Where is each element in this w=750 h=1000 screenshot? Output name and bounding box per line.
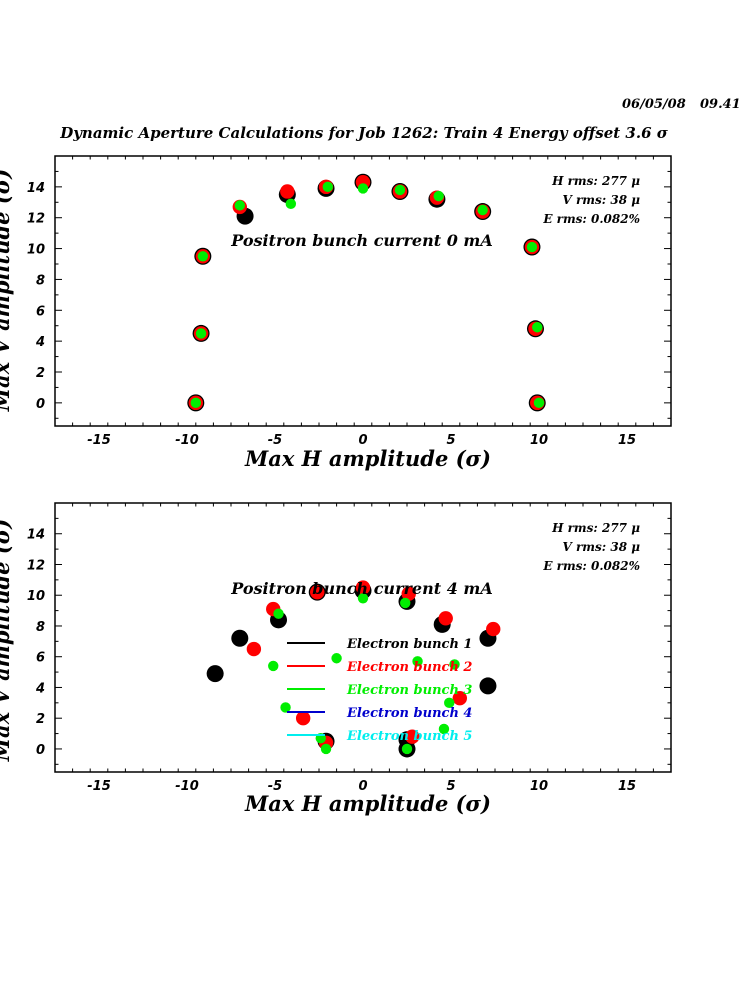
- data-point-electron-bunch-2: [405, 729, 420, 744]
- data-point-electron-bunch-2: [280, 184, 295, 199]
- data-point-electron-bunch-3: [320, 743, 332, 755]
- data-point-electron-bunch-3: [477, 204, 488, 216]
- chart-panel-1: -15 -10 -5 0 5 10 15 0 2 4 6 8 10 12 14 Max H amplitude…: [0, 155, 672, 471]
- y-tick-label: 10: [27, 243, 45, 258]
- x-tick-label: -10: [175, 779, 199, 794]
- data-point-electron-bunch-3: [394, 184, 406, 196]
- y-axis-title: Max V amplitude (σ): [0, 169, 14, 412]
- data-point-electron-bunch-3: [280, 702, 291, 713]
- y-tick-label: 6: [36, 304, 45, 319]
- rms-stat: V rms: 38 μ: [562, 540, 640, 554]
- data-point-electron-bunch-3: [438, 723, 450, 735]
- x-tick-label: 10: [530, 433, 548, 448]
- x-tick-label: -15: [87, 433, 111, 448]
- data-point-electron-bunch-3: [433, 190, 444, 202]
- data-point-electron-bunch-3: [533, 397, 545, 409]
- legend-label: Electron bunch 3: [346, 683, 472, 698]
- legend-label: Electron bunch 1: [346, 637, 472, 652]
- x-axis-title: Max H amplitude (σ): [244, 446, 491, 471]
- y-tick-label: 8: [36, 620, 45, 635]
- data-point-electron-bunch-3: [197, 251, 209, 262]
- chart-subtitle: Positron bunch current 0 mA: [230, 231, 493, 250]
- header-date: 06/05/08: [622, 97, 686, 112]
- data-points: [187, 173, 546, 412]
- x-tick-label: 10: [530, 779, 548, 794]
- data-point-electron-bunch-3: [234, 200, 245, 211]
- y-tick-label: 12: [27, 558, 45, 573]
- y-tick-label: 8: [36, 273, 45, 288]
- data-point-electron-bunch-3: [331, 653, 342, 664]
- x-tick-label: 15: [618, 433, 636, 448]
- legend-label: Electron bunch 4: [346, 706, 472, 721]
- y-tick-label: 10: [27, 589, 45, 604]
- header-time: 09.41: [700, 97, 741, 112]
- y-tick-label: 14: [27, 528, 45, 543]
- data-point-electron-bunch-3: [190, 397, 201, 409]
- data-point-electron-bunch-3: [273, 608, 284, 619]
- x-tick-label: 5: [446, 433, 455, 448]
- rms-stat: V rms: 38 μ: [562, 193, 640, 207]
- y-tick-label: 4: [35, 681, 45, 696]
- data-point-electron-bunch-1: [479, 677, 497, 695]
- y-tick-label: 14: [27, 181, 45, 196]
- x-tick-label: 15: [618, 779, 636, 794]
- data-point-electron-bunch-3: [401, 743, 413, 755]
- data-point-electron-bunch-2: [310, 584, 325, 600]
- y-axis-title: Max V amplitude (σ): [0, 519, 14, 762]
- y-tick-label: 6: [36, 651, 45, 666]
- rms-stat: H rms: 277 μ: [551, 174, 640, 188]
- x-tick-label: -5: [268, 779, 282, 794]
- data-point-electron-bunch-3: [285, 198, 297, 210]
- x-tick-label: 0: [358, 433, 367, 448]
- data-point-electron-bunch-2: [486, 621, 501, 637]
- x-tick-label: -15: [87, 779, 111, 794]
- y-tick-label: 0: [36, 743, 45, 758]
- x-tick-label: -5: [268, 433, 282, 448]
- x-tick-label: 0: [358, 779, 367, 794]
- data-point-electron-bunch-3: [400, 597, 411, 609]
- plot-frame: [54, 502, 672, 773]
- data-point-electron-bunch-2: [355, 580, 371, 595]
- data-point-electron-bunch-3: [444, 697, 455, 709]
- data-point-electron-bunch-3: [532, 322, 543, 333]
- rms-stat: E rms: 0.082%: [542, 212, 640, 226]
- y-tick-label: 2: [36, 712, 45, 727]
- rms-stat: E rms: 0.082%: [542, 559, 640, 573]
- data-point-electron-bunch-3: [357, 593, 369, 604]
- page-title: Dynamic Aperture Calculations for Job 12…: [59, 124, 669, 142]
- data-point-electron-bunch-3: [412, 656, 423, 667]
- y-tick-label: 4: [35, 335, 45, 350]
- data-point-electron-bunch-2: [295, 711, 311, 726]
- data-point-electron-bunch-3: [449, 659, 460, 670]
- data-point-electron-bunch-2: [401, 586, 416, 601]
- y-tick-label: 2: [36, 366, 45, 381]
- data-point-electron-bunch-3: [526, 241, 538, 253]
- data-point-electron-bunch-1: [231, 629, 249, 647]
- x-axis-title: Max H amplitude (σ): [244, 791, 491, 816]
- data-point-electron-bunch-2: [452, 691, 467, 706]
- data-point-electron-bunch-3: [322, 181, 333, 193]
- x-tick-label: -10: [175, 433, 199, 448]
- chart-panel-2: -15 -10 -5 0 5 10 15 0 2 4 6 8 10 12 14 Max H amplitude…: [0, 502, 672, 816]
- data-point-electron-bunch-3: [357, 183, 369, 194]
- legend-label: Electron bunch 5: [346, 729, 472, 744]
- data-point-electron-bunch-2: [438, 611, 453, 626]
- chart-subtitle: Positron bunch current 4 mA: [230, 579, 493, 598]
- x-tick-label: 5: [446, 779, 455, 794]
- data-point-electron-bunch-2: [246, 641, 262, 657]
- rms-stat: H rms: 277 μ: [551, 521, 640, 535]
- legend-label: Electron bunch 2: [346, 660, 472, 675]
- data-point-electron-bunch-1: [206, 665, 224, 683]
- plot-frame: [54, 155, 672, 427]
- data-point-electron-bunch-3: [268, 660, 279, 672]
- y-tick-label: 0: [36, 397, 45, 412]
- data-point-electron-bunch-3: [195, 328, 207, 339]
- y-tick-label: 12: [27, 212, 45, 227]
